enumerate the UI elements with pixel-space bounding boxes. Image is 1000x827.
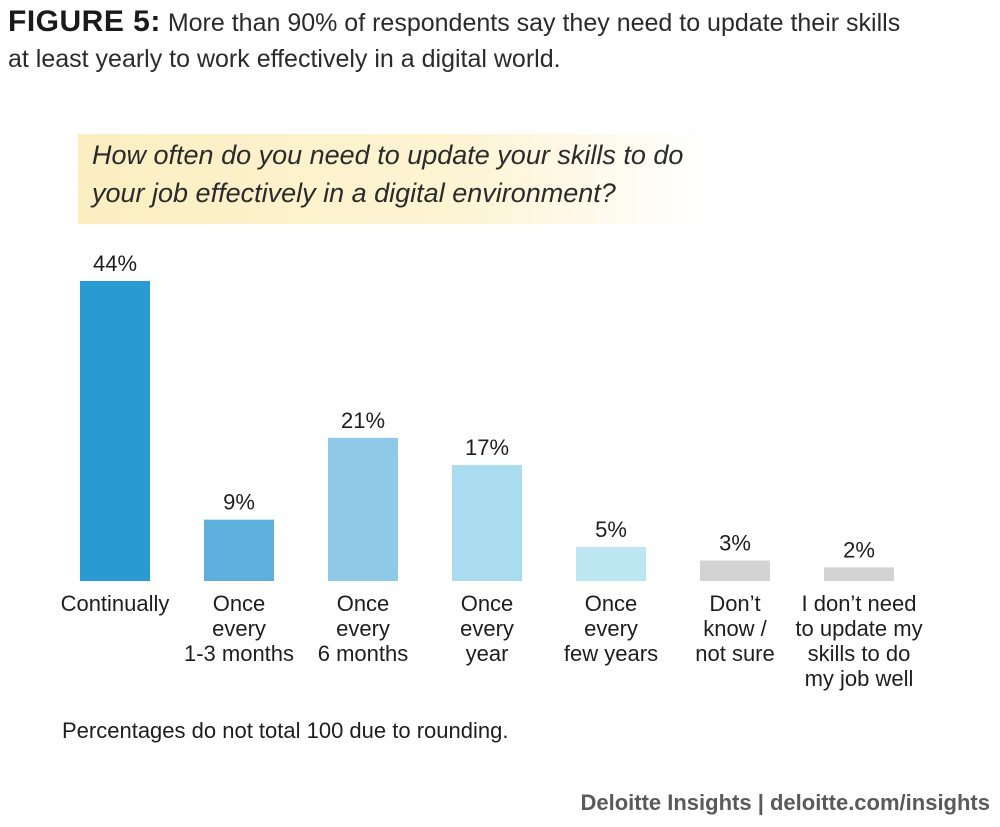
figure-title: FIGURE 5: More than 90% of respondents s… bbox=[8, 4, 993, 77]
bar-value-label-6: 2% bbox=[843, 537, 875, 562]
category-label-5: Don’t know / not sure bbox=[695, 591, 775, 666]
bar-value-label-1: 9% bbox=[223, 490, 255, 515]
bar-3 bbox=[452, 465, 522, 581]
bar-5 bbox=[700, 560, 770, 581]
category-label-4: Once every few years bbox=[564, 591, 658, 666]
category-label-3: Once every year bbox=[460, 591, 514, 666]
bar-4 bbox=[576, 546, 646, 581]
bar-0 bbox=[80, 281, 150, 581]
bar-value-label-3: 17% bbox=[465, 435, 509, 460]
bar-value-label-0: 44% bbox=[93, 251, 137, 276]
bar-value-label-2: 21% bbox=[341, 408, 385, 433]
figure-title-line1: More than 90% of respondents say they ne… bbox=[167, 9, 901, 37]
question-highlight bbox=[78, 134, 710, 224]
question-line2: your job effectively in a digital enviro… bbox=[92, 178, 616, 208]
bar-value-label-4: 5% bbox=[595, 517, 627, 542]
figure-label: FIGURE 5: bbox=[8, 5, 161, 38]
bar-2 bbox=[328, 437, 398, 581]
category-label-6: I don’t need to update my skills to do my j… bbox=[795, 591, 922, 691]
category-label-1: Once every 1-3 months bbox=[184, 591, 294, 666]
bar-6 bbox=[824, 567, 894, 581]
source-credit: Deloitte Insights | deloitte.com/insight… bbox=[580, 790, 990, 815]
bar-1 bbox=[204, 519, 274, 581]
question-line1: How often do you need to update your ski… bbox=[92, 140, 684, 170]
question-text: How often do you need to update your ski… bbox=[92, 136, 712, 212]
footnote: Percentages do not total 100 due to roun… bbox=[62, 718, 509, 743]
figure-title-line2: at least yearly to work effectively in a… bbox=[8, 45, 561, 73]
category-label-0: Continually bbox=[61, 591, 170, 616]
category-label-2: Once every 6 months bbox=[318, 591, 409, 666]
bar-value-label-5: 3% bbox=[719, 531, 751, 556]
